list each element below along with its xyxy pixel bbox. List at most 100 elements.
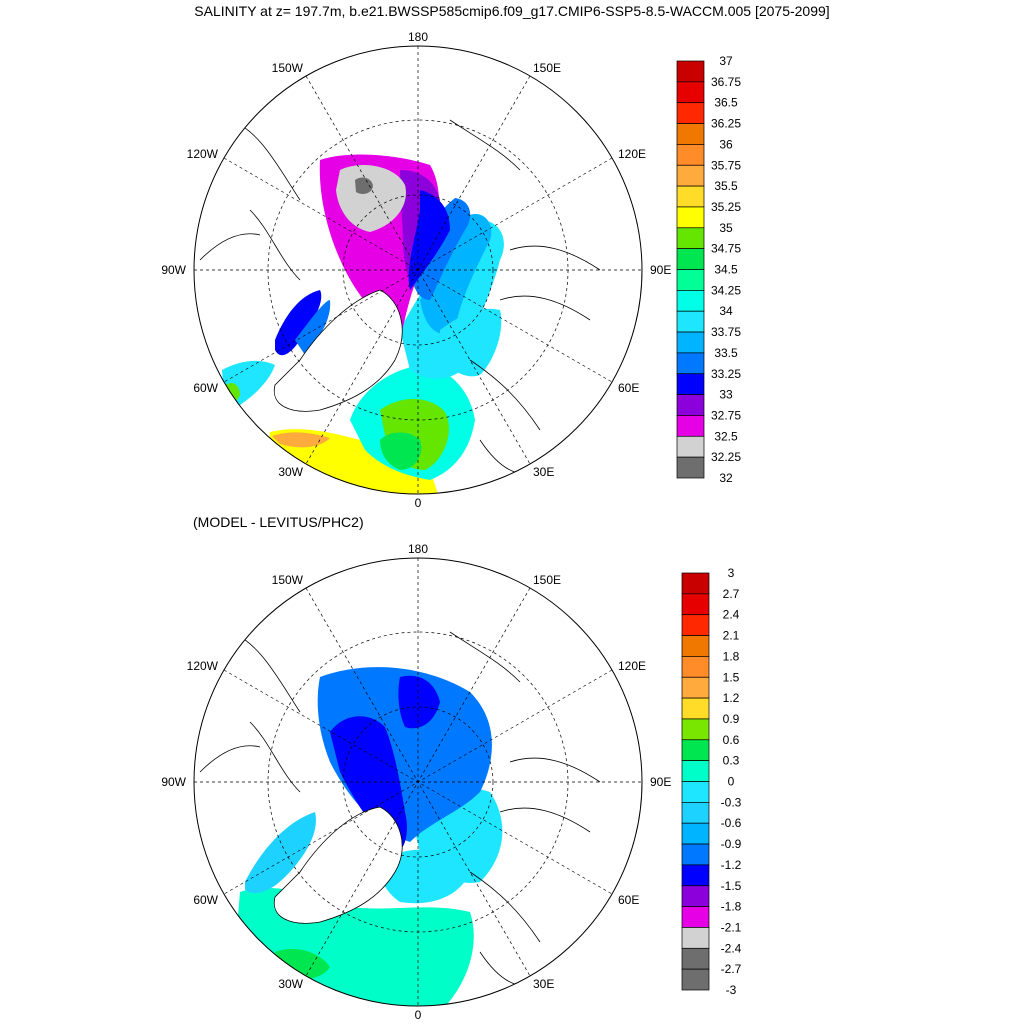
lon-label-90w: 90W bbox=[161, 263, 186, 277]
salinity-colorbar-swatch bbox=[676, 352, 705, 375]
salinity-colorbar-tick-label: 37 bbox=[719, 54, 733, 68]
difference-colorbar-tick-label: 0.3 bbox=[723, 754, 740, 768]
diff-lon-label-180: 180 bbox=[408, 542, 428, 556]
beaufort-gyre-darkgray bbox=[355, 177, 373, 194]
salinity-colorbar-tick-label: 35.25 bbox=[711, 200, 741, 214]
difference-colorbar-swatch bbox=[681, 593, 710, 616]
difference-colorbar-swatch bbox=[681, 676, 710, 699]
difference-colorbar-swatch bbox=[681, 718, 710, 741]
diff-lon-label-0: 0 bbox=[415, 1008, 422, 1022]
diff-greenland-land bbox=[273, 806, 403, 924]
difference-colorbar-swatch bbox=[681, 656, 710, 678]
difference-colorbar-tick-label: 1.8 bbox=[723, 649, 740, 663]
lon-label-30e: 30E bbox=[533, 465, 554, 479]
lon-label-90e: 90E bbox=[650, 263, 671, 277]
difference-colorbar-tick-label: 1.5 bbox=[723, 670, 740, 684]
difference-subtitle: (MODEL - LEVITUS/PHC2) bbox=[193, 514, 364, 530]
difference-colorbar-tick-label: -1.5 bbox=[721, 879, 742, 893]
salinity-colorbar-swatch bbox=[676, 373, 705, 395]
lon-label-180: 180 bbox=[408, 30, 428, 44]
coastline bbox=[199, 119, 601, 475]
diff-lon-label-60e: 60E bbox=[618, 893, 639, 907]
diff-baffin-lightblue bbox=[245, 812, 316, 894]
difference-colorbar-tick-label: -2.1 bbox=[721, 920, 742, 934]
salinity-colorbar-swatch bbox=[676, 394, 705, 416]
difference-colorbar-tick-label: -2.7 bbox=[721, 962, 742, 976]
salinity-colorbar-tick-label: 33.25 bbox=[711, 367, 741, 381]
salinity-colorbar-swatch bbox=[676, 456, 705, 479]
difference-colorbar-tick-label: 1.2 bbox=[723, 691, 740, 705]
difference-colorbar-tick-label: -2.4 bbox=[721, 941, 742, 955]
difference-colorbar-swatch bbox=[681, 635, 710, 657]
salinity-colorbar-tick-label: 35.75 bbox=[711, 158, 741, 172]
salinity-colorbar-swatch bbox=[676, 185, 705, 208]
difference-colorbar-tick-label: 2.4 bbox=[723, 608, 740, 622]
map-title: SALINITY at z= 197.7m, b.e21.BWSSP585cmi… bbox=[194, 3, 830, 19]
difference-colorbar-swatch bbox=[681, 781, 710, 803]
difference-colorbar-tick-label: 3 bbox=[728, 566, 735, 580]
difference-colorbar-tick-label: 0.6 bbox=[723, 733, 740, 747]
salinity-colorbar-swatch bbox=[676, 206, 705, 229]
difference-colorbar-swatch bbox=[681, 947, 710, 970]
diff-lon-label-90w: 90W bbox=[161, 775, 186, 789]
salinity-colorbar-tick-label: 34 bbox=[719, 304, 733, 318]
salinity-colorbar-tick-label: 32 bbox=[719, 471, 733, 485]
map-field bbox=[199, 119, 601, 494]
baffin-bay-lightblue bbox=[295, 300, 331, 355]
diff-lon-label-150e: 150E bbox=[533, 573, 561, 587]
norwegian-sea-light-green bbox=[380, 432, 422, 470]
difference-colorbar-swatch bbox=[681, 572, 710, 595]
salinity-colorbar-swatch bbox=[676, 415, 705, 437]
graticule bbox=[194, 46, 642, 494]
difference-colorbar-swatch bbox=[681, 968, 710, 991]
difference-colorbar-swatch bbox=[681, 822, 710, 845]
salinity-colorbar-tick-label: 32.5 bbox=[714, 429, 738, 443]
diff-lon-label-90e: 90E bbox=[650, 775, 671, 789]
difference-colorbar-swatch bbox=[681, 614, 710, 636]
salinity-map: 180 0 90W 90E 150W 120W 150E 120E 60W 30… bbox=[161, 30, 741, 510]
salinity-colorbar-swatch bbox=[676, 227, 705, 250]
difference-colorbar-swatch bbox=[681, 843, 710, 866]
salinity-colorbar-swatch bbox=[676, 164, 705, 187]
diff-lon-label-150w: 150W bbox=[272, 573, 304, 587]
difference-colorbar-swatch bbox=[681, 739, 710, 762]
diff-lon-label-120w: 120W bbox=[187, 659, 219, 673]
difference-colorbar-tick-label: 2.1 bbox=[723, 629, 740, 643]
difference-colorbar-tick-label: 0.9 bbox=[723, 712, 740, 726]
difference-colorbar-swatch bbox=[681, 927, 710, 949]
salinity-colorbar: 37 36.75 36.5 36.25 36 35.75 35.5 35.25 35 34.75 3… bbox=[676, 54, 741, 485]
diff-map-boundary bbox=[193, 557, 643, 1007]
eurasian-basin-blue bbox=[410, 198, 471, 300]
lon-label-0: 0 bbox=[415, 496, 422, 510]
salinity-colorbar-swatch bbox=[676, 144, 705, 166]
lon-label-150w: 150W bbox=[272, 61, 304, 75]
salinity-colorbar-swatch bbox=[676, 310, 705, 333]
baffin-bay-blue bbox=[275, 290, 322, 356]
diff-lon-label-30w: 30W bbox=[278, 977, 303, 991]
diff-lon-label-60w: 60W bbox=[193, 893, 218, 907]
salinity-colorbar-swatch bbox=[676, 123, 705, 145]
salinity-colorbar-swatch bbox=[676, 102, 705, 124]
difference-colorbar-tick-label: -0.3 bbox=[721, 795, 742, 809]
salinity-colorbar-swatch bbox=[676, 331, 705, 354]
difference-colorbar-tick-label: -0.6 bbox=[721, 816, 742, 830]
greenland-land bbox=[273, 289, 403, 412]
lon-label-60e: 60E bbox=[618, 381, 639, 395]
salinity-colorbar-tick-label: 32.75 bbox=[711, 408, 741, 422]
difference-colorbar-swatch bbox=[681, 697, 710, 720]
lon-label-60w: 60W bbox=[193, 381, 218, 395]
canada-basin-blue bbox=[408, 190, 450, 290]
salinity-colorbar-tick-label: 36.5 bbox=[714, 96, 738, 110]
salinity-colorbar-swatch bbox=[676, 81, 705, 104]
difference-colorbar-tick-label: -1.2 bbox=[721, 858, 742, 872]
salinity-colorbar-tick-label: 33 bbox=[719, 388, 733, 402]
barents-shelf-cyan bbox=[440, 308, 502, 377]
salinity-colorbar-swatch bbox=[676, 248, 705, 270]
diff-arctic-dark-blue bbox=[398, 675, 440, 729]
diff-lon-label-120e: 120E bbox=[618, 659, 646, 673]
difference-colorbar-swatch bbox=[681, 885, 710, 907]
map-boundary bbox=[193, 45, 643, 495]
beaufort-gyre-gray bbox=[336, 165, 406, 232]
salinity-colorbar-tick-label: 33.75 bbox=[711, 325, 741, 339]
difference-colorbar-tick-label: -0.9 bbox=[721, 837, 742, 851]
